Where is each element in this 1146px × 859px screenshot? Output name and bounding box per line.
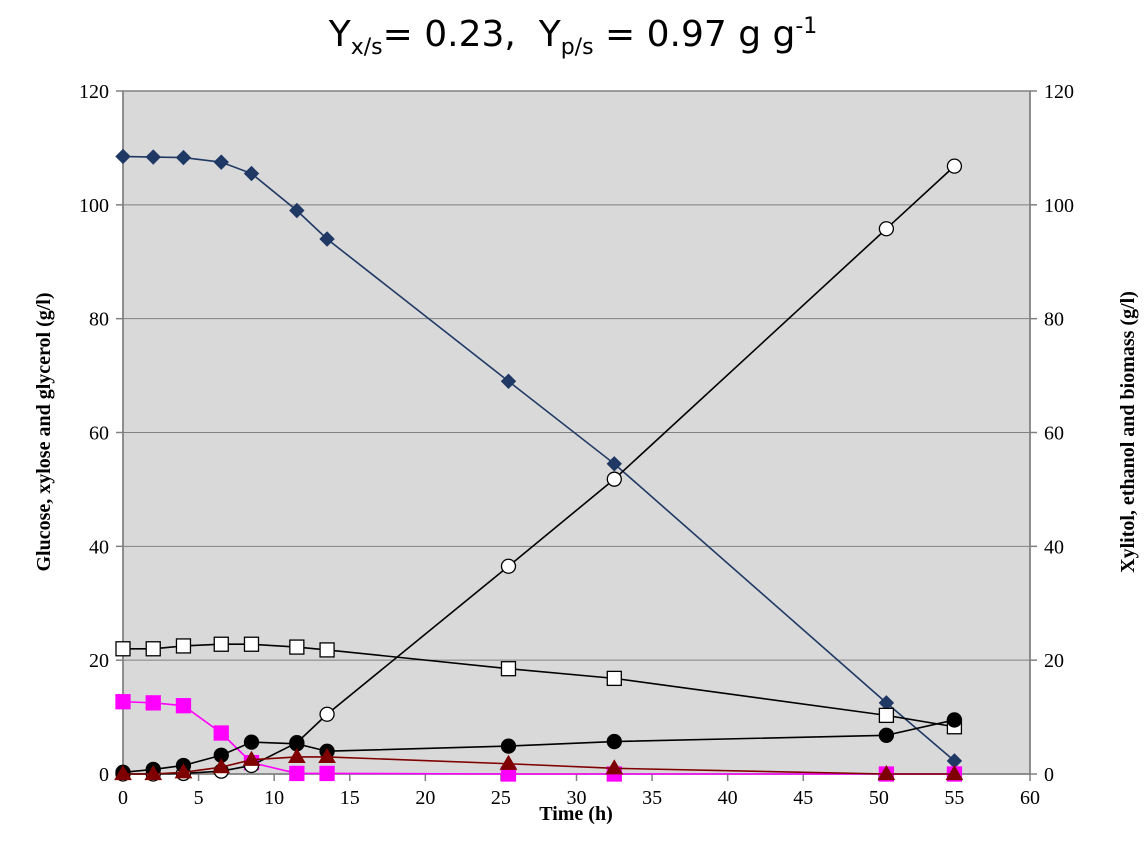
data-point (145, 641, 161, 657)
x-tick-label: 50 (869, 787, 889, 809)
data-point (243, 165, 260, 182)
y-tick-label: 40 (89, 536, 109, 558)
y-tick-label: 0 (99, 764, 109, 786)
data-point (212, 758, 231, 774)
series-1 (115, 148, 963, 769)
data-point (174, 763, 193, 779)
x-axis-title: Time (h) (539, 803, 613, 825)
x-tick-label: 40 (718, 787, 738, 809)
data-point (243, 734, 260, 750)
y-right-tick-label: 20 (1044, 650, 1064, 672)
y-tick-label: 120 (79, 81, 109, 103)
data-point (499, 754, 518, 770)
y-right-tick-label: 60 (1044, 423, 1064, 445)
series-layer (114, 148, 964, 782)
data-point (145, 149, 161, 165)
data-point (213, 154, 229, 170)
data-point (115, 694, 131, 710)
data-point (500, 373, 517, 389)
data-point (319, 765, 335, 782)
data-point (946, 158, 963, 174)
y-tick-label: 80 (89, 309, 109, 331)
data-point (175, 638, 192, 654)
data-point (114, 765, 132, 781)
x-tick-label: 20 (415, 787, 435, 809)
y-axis-left-title: Glucose, xylose and glycerol (g/l) (33, 292, 55, 571)
y-tick-label: 20 (89, 650, 109, 672)
data-point (878, 221, 895, 237)
series-2 (115, 636, 963, 735)
y-axis-left-ticks: 0 20 40 60 80 100 120 (79, 81, 123, 786)
data-point (500, 661, 517, 677)
x-tick-label: 55 (944, 787, 964, 809)
data-point (175, 149, 192, 166)
data-point (945, 765, 964, 781)
data-point (318, 747, 336, 764)
data-point (145, 695, 161, 711)
chart-title: Yx/s= 0.23, Yp/s = 0.97 g g-1 (328, 14, 818, 61)
x-tick-label: 35 (642, 787, 662, 809)
data-point (289, 765, 305, 782)
data-point (243, 636, 260, 652)
x-tick-label: 45 (793, 787, 813, 809)
data-point (500, 738, 517, 754)
x-tick-label: 30 (567, 787, 587, 809)
data-point (878, 727, 895, 743)
data-point (175, 698, 192, 714)
y-right-tick-label: 0 (1044, 764, 1054, 786)
y-right-tick-label: 100 (1044, 195, 1074, 217)
data-point (287, 747, 306, 764)
y-right-tick-label: 80 (1044, 309, 1064, 331)
data-point (946, 712, 963, 728)
y-right-tick-label: 40 (1044, 536, 1064, 558)
data-point (606, 670, 622, 687)
x-axis-ticks: 0 5 10 15 20 25 30 35 40 45 50 55 60 (118, 774, 1040, 809)
data-point (213, 725, 229, 741)
y-tick-label: 100 (79, 195, 109, 217)
x-tick-label: 10 (264, 787, 284, 809)
data-point (213, 636, 229, 652)
data-point (319, 642, 335, 658)
data-point (319, 231, 335, 247)
data-point (877, 765, 896, 781)
x-tick-label: 0 (118, 787, 128, 809)
series-6 (114, 747, 964, 781)
x-tick-label: 5 (194, 787, 204, 809)
data-point (115, 148, 131, 165)
data-point (289, 639, 305, 655)
data-point (144, 765, 163, 781)
y-tick-label: 60 (89, 423, 109, 445)
data-point (605, 759, 624, 775)
x-tick-label: 15 (340, 787, 360, 809)
x-tick-label: 25 (491, 787, 511, 809)
y-axis-right-ticks: 0 20 40 60 80 100 120 (1030, 81, 1074, 786)
y-right-tick-label: 120 (1044, 81, 1074, 103)
data-point (319, 706, 335, 722)
gridlines (123, 204, 1030, 661)
data-point (242, 750, 261, 766)
data-point (606, 471, 622, 487)
x-tick-label: 60 (1020, 787, 1040, 809)
data-point (115, 641, 131, 657)
data-point (500, 558, 517, 574)
data-point (878, 707, 895, 724)
data-point (606, 456, 622, 472)
data-point (606, 733, 622, 750)
y-axis-right-title: Xylitol, ethanol and biomass (g/l) (1117, 291, 1139, 573)
data-point (289, 202, 305, 219)
